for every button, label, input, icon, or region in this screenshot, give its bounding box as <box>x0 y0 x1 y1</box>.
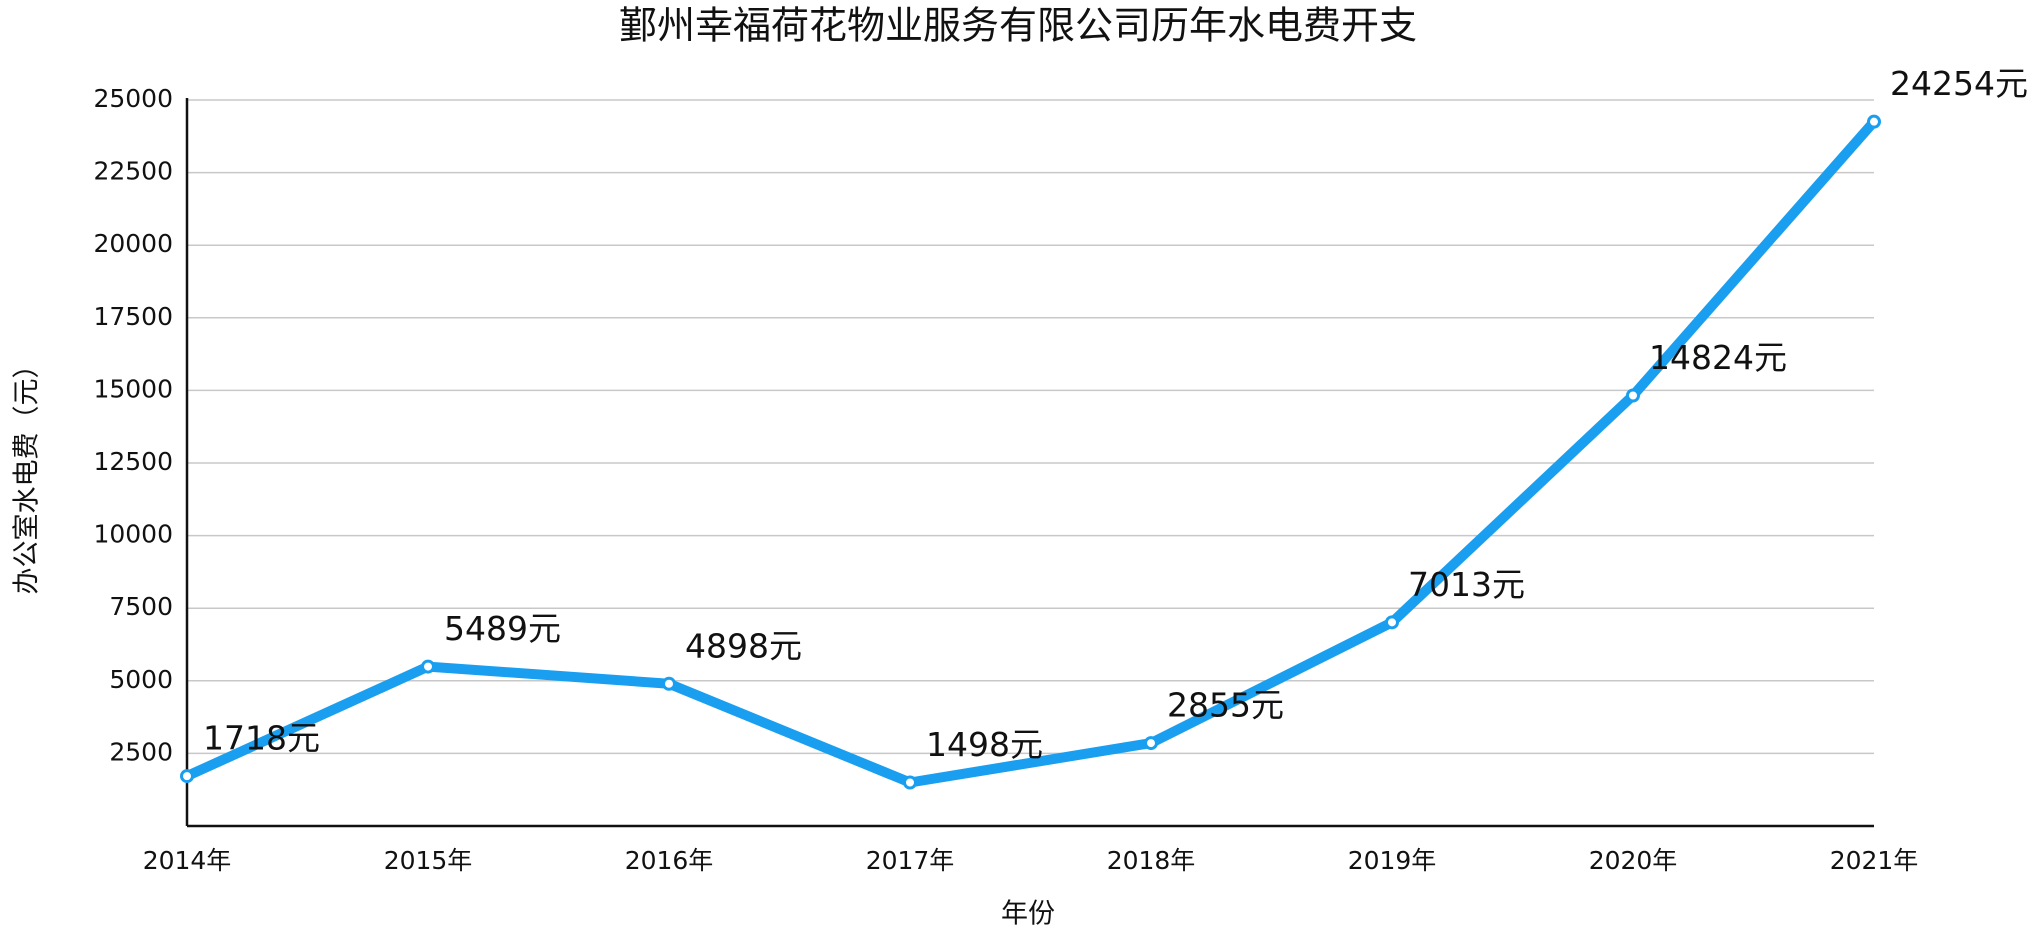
data-label: 14824元 <box>1649 338 1787 377</box>
y-tick-label: 15000 <box>93 374 173 403</box>
data-point <box>662 676 676 691</box>
data-label: 2855元 <box>1167 686 1284 725</box>
y-tick-label: 20000 <box>93 229 173 258</box>
data-point <box>1867 114 1881 129</box>
x-tick-label: 2020年 <box>1589 846 1678 875</box>
chart-title: 鄞州幸福荷花物业服务有限公司历年水电费开支 <box>619 4 1417 48</box>
data-label: 5489元 <box>444 609 561 648</box>
data-line <box>182 116 1879 788</box>
y-tick-label: 22500 <box>93 157 173 186</box>
y-tick-label: 12500 <box>93 447 173 476</box>
data-label: 1498元 <box>926 725 1043 764</box>
x-tick-label: 2016年 <box>625 846 714 875</box>
data-point <box>1385 615 1399 630</box>
data-point <box>903 775 917 790</box>
data-label: 4898元 <box>685 626 802 665</box>
y-tick-label: 17500 <box>93 302 173 331</box>
y-tick-label: 5000 <box>109 665 173 694</box>
x-tick-label: 2015年 <box>384 846 473 875</box>
data-point <box>421 659 435 674</box>
y-tick-label: 25000 <box>93 84 173 113</box>
y-tick-label: 10000 <box>93 520 173 549</box>
data-label: 24254元 <box>1890 64 2028 103</box>
x-tick-label: 2017年 <box>866 846 955 875</box>
data-label: 1718元 <box>203 719 320 758</box>
y-tick-label: 2500 <box>109 737 173 766</box>
y-axis-title: 办公室水电费（元） <box>12 352 43 595</box>
x-tick-label: 2014年 <box>143 846 232 875</box>
data-point <box>1626 388 1640 403</box>
data-point <box>1144 736 1158 751</box>
data-label: 7013元 <box>1408 565 1525 604</box>
x-axis-title: 年份 <box>1001 899 1055 928</box>
x-tick-label: 2021年 <box>1830 846 1919 875</box>
y-tick-label: 7500 <box>109 592 173 621</box>
x-tick-label: 2019年 <box>1348 846 1437 875</box>
data-point <box>180 769 194 784</box>
x-tick-label: 2018年 <box>1107 846 1196 875</box>
